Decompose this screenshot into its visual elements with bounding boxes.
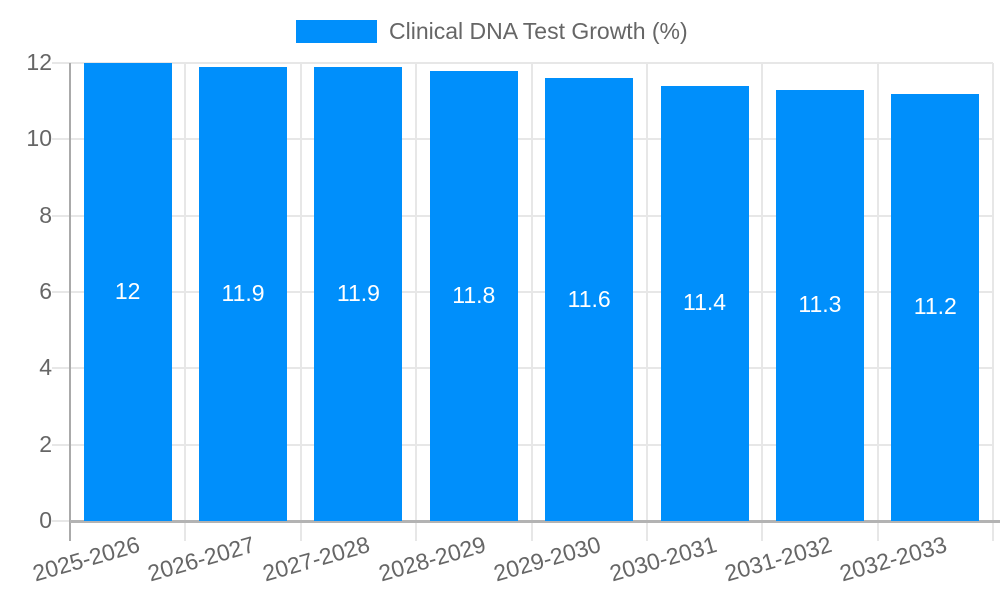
legend-swatch: [296, 20, 377, 43]
bar[interactable]: [545, 78, 634, 521]
y-axis-tick: [52, 291, 70, 293]
y-axis-tick: [52, 138, 70, 141]
bar-value-label: 11.3: [798, 291, 842, 318]
y-axis-tick: [52, 62, 70, 64]
bar-value-label: 11.2: [913, 293, 957, 320]
bar-value-label: 11.4: [683, 289, 727, 316]
bar[interactable]: [429, 70, 518, 521]
y-axis-label: 2: [39, 430, 52, 457]
x-gridline: [645, 63, 648, 541]
legend-label: Clinical DNA Test Growth (%): [389, 18, 688, 44]
bar[interactable]: [314, 66, 403, 521]
bar[interactable]: [199, 66, 288, 521]
y-axis-label: 12: [26, 49, 52, 75]
bar-value-label: 11.9: [221, 279, 265, 306]
bar[interactable]: [891, 93, 980, 521]
y-axis-line: [69, 63, 71, 541]
x-axis-line: [70, 520, 1000, 523]
legend[interactable]: Clinical DNA Test Growth (%): [296, 20, 688, 43]
bar-value-label: 12: [114, 278, 141, 304]
y-axis-label: 4: [39, 354, 52, 381]
x-axis-label: 2025-2026: [29, 531, 143, 587]
bar[interactable]: [775, 89, 864, 521]
x-axis-label: 2030-2031: [606, 531, 720, 587]
y-axis-label: 6: [39, 278, 52, 304]
x-gridline: [299, 63, 302, 541]
y-axis-tick: [52, 367, 70, 370]
bar-value-label: 11.8: [452, 281, 496, 308]
x-axis-label: 2028-2029: [375, 531, 489, 587]
y-axis-label: 10: [26, 125, 52, 152]
y-axis-label: 0: [39, 507, 52, 533]
y-axis-tick: [52, 443, 70, 446]
bar[interactable]: [83, 63, 172, 521]
x-axis-label: 2031-2032: [721, 531, 835, 587]
bar[interactable]: [660, 85, 749, 521]
x-axis-label: 2032-2033: [837, 531, 950, 587]
y-axis-tick: [52, 520, 70, 522]
x-gridline: [876, 63, 879, 541]
bar-value-label: 11.6: [567, 285, 611, 312]
x-gridline: [992, 63, 994, 541]
y-axis-tick: [52, 214, 70, 217]
x-gridline: [530, 63, 533, 541]
x-axis-label: 2026-2027: [144, 531, 258, 587]
bar-value-label: 11.9: [336, 279, 380, 306]
x-gridline: [184, 63, 187, 541]
x-gridline: [761, 63, 764, 541]
x-gridline: [415, 63, 418, 541]
y-axis-label: 8: [39, 201, 52, 228]
x-axis-label: 2027-2028: [260, 531, 374, 587]
x-axis-label: 2029-2030: [490, 531, 604, 587]
